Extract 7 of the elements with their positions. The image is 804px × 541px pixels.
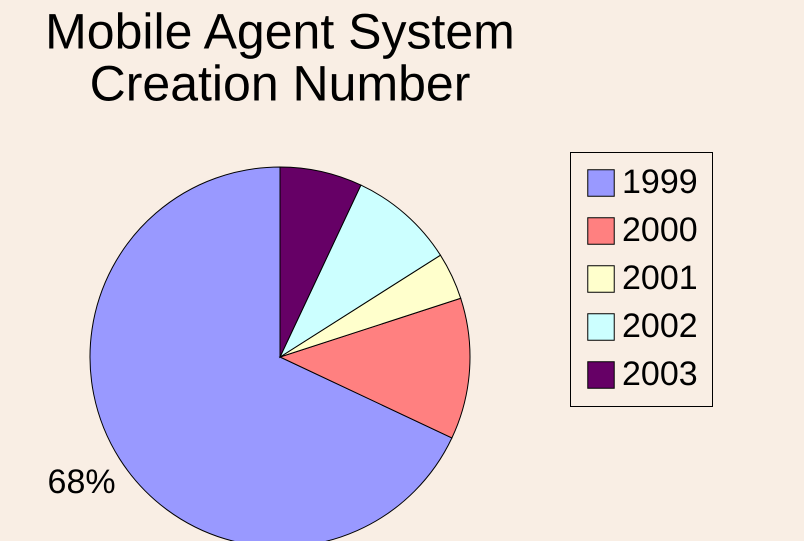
legend-label: 2003	[622, 355, 698, 393]
legend-label: 2001	[622, 259, 698, 297]
data-label: 68%	[48, 462, 116, 501]
text: Mobile Agent System	[45, 4, 515, 60]
legend-label: 2000	[622, 211, 698, 249]
legend-label: 2002	[622, 307, 698, 345]
legend-label: 1999	[622, 163, 698, 201]
